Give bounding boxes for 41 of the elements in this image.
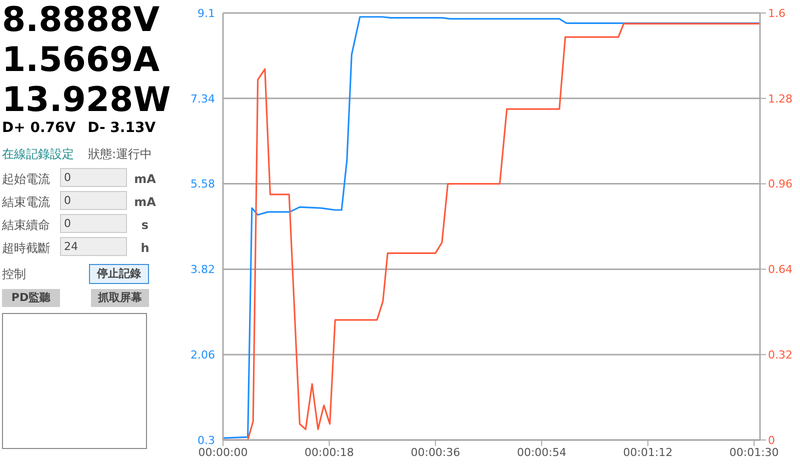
- text: 結束電流: [2, 194, 50, 208]
- button: 抓取屏幕: [91, 289, 149, 307]
- button: PD監聽: [2, 289, 60, 307]
- x-tick-label: 00:00:00: [198, 446, 248, 459]
- input-field: 24: [60, 237, 127, 256]
- y-tick-label: 7.34: [190, 92, 215, 106]
- y-tick-label: 3.82: [190, 263, 215, 276]
- input-field: 0: [60, 191, 127, 210]
- text: 控制: [2, 266, 26, 282]
- y-tick-label: 9.1: [198, 6, 215, 20]
- x-tick-label: 00:00:18: [304, 446, 354, 459]
- y2-tick-label: 1.28: [768, 92, 792, 106]
- text: 起始電流: [2, 172, 50, 186]
- button: 停止記錄: [89, 264, 149, 284]
- x-tick-label: 00:01:30: [729, 446, 779, 459]
- y2-tick-label: 0.64: [768, 263, 792, 276]
- text: mA: [134, 195, 156, 209]
- y2-tick-label: 0.32: [768, 348, 792, 362]
- y2-tick-label: 1.6: [768, 6, 786, 20]
- input-field: 0: [60, 168, 127, 187]
- text: 狀態:運行中: [88, 146, 152, 163]
- text: h: [140, 241, 150, 255]
- x-tick-label: 00:01:12: [623, 446, 673, 459]
- text: 1.5669A: [2, 40, 161, 80]
- y-tick-label: 0.3: [198, 434, 215, 447]
- y-tick-label: 5.58: [190, 178, 215, 191]
- text: 8.8888V: [2, 0, 161, 40]
- text: D- 3.13V: [88, 120, 156, 136]
- y2-tick-label: 0.96: [768, 178, 792, 191]
- y-tick-label: 2.06: [190, 348, 215, 362]
- text: 超時截斷: [2, 240, 50, 254]
- text: 13.928W: [2, 80, 172, 120]
- text: 在線記錄設定: [2, 146, 74, 163]
- input-field: 0: [60, 214, 127, 233]
- y2-tick-label: 0: [768, 434, 775, 447]
- text: mA: [134, 172, 156, 186]
- x-tick-label: 00:00:54: [516, 446, 566, 459]
- text: 結束續命: [2, 218, 50, 232]
- text: D+ 0.76V: [2, 120, 76, 136]
- x-tick-label: 00:00:36: [410, 446, 460, 459]
- text: s: [141, 218, 149, 232]
